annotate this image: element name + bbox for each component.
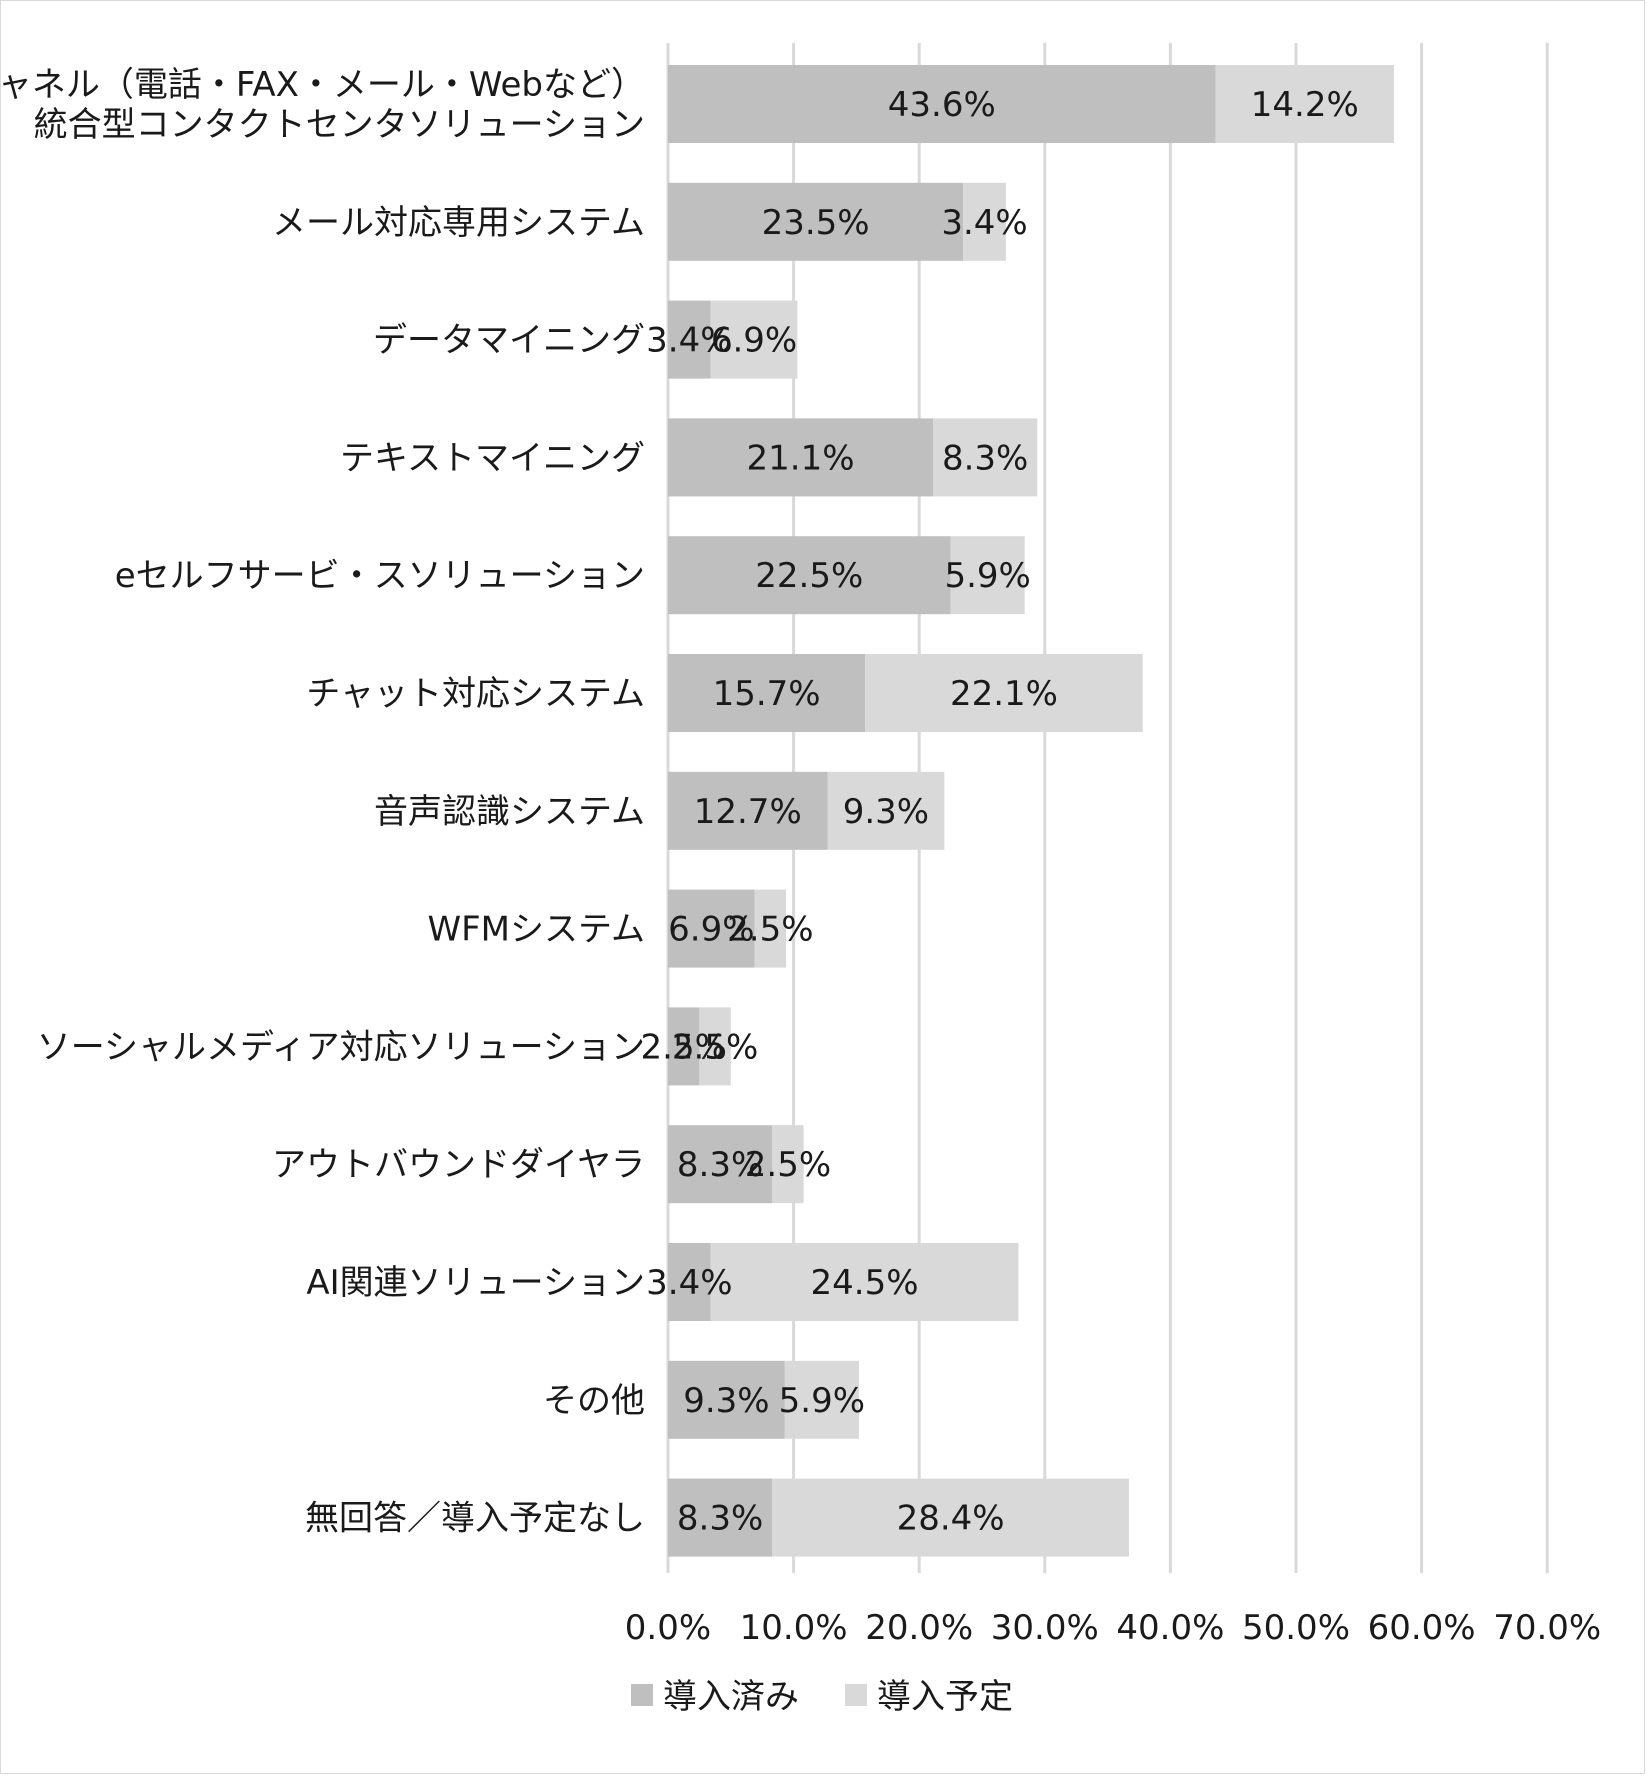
data-labels: 43.6% 14.2%23.5% 3.4%3.4%6.9%21.1% 8.3%22.5… (641, 85, 1359, 1539)
data-label-planned-10: 24.5% (811, 1263, 919, 1303)
category-label-10: AI関連ソリューション (306, 1263, 645, 1303)
category-label-1: メール対応専用システム (272, 203, 645, 243)
bar-planned-10 (710, 1243, 1019, 1321)
data-label-planned-6: 9.3% (843, 792, 929, 832)
x-tick-label-7: 70.0% (1493, 1608, 1601, 1648)
data-label-installed-11: 9.3% (683, 1381, 769, 1421)
category-label-0-line-0: チャネル（電話・FAX・メール・Webなど） (1, 65, 645, 105)
bar-installed-11 (668, 1360, 785, 1439)
category-label-9: アウトバウンドダイヤラ (272, 1145, 645, 1185)
data-label-planned-11: 5.9% (779, 1381, 865, 1421)
data-label-planned-7: 2.5% (727, 910, 813, 950)
category-label-11: その他 (543, 1381, 645, 1421)
x-tick-label-3: 30.0% (991, 1608, 1099, 1648)
x-tick-label-0: 0.0% (625, 1608, 711, 1648)
bar-planned-3 (933, 418, 1038, 497)
bar-installed-3 (668, 418, 934, 497)
legend-label-installed: 導入済み (663, 1677, 799, 1717)
x-axis-tick-labels: 0.0% 10.0% 20.0% 30.0% 40.0% 50.0% 60.0% 70.0% (625, 1608, 1601, 1648)
bar-installed-6 (668, 771, 828, 850)
data-label-planned-8: 2.5% (672, 1027, 758, 1067)
data-label-installed-0: 43.6% (888, 85, 996, 125)
data-label-installed-12: 8.3% (677, 1499, 763, 1539)
data-label-installed-4: 22.5% (755, 556, 863, 596)
x-tick-label-2: 20.0% (865, 1608, 973, 1648)
legend-swatch-planned (845, 1684, 867, 1706)
category-label-6: 音声認識システム (374, 792, 645, 832)
category-label-12: 無回答／導入予定なし (305, 1499, 645, 1539)
bar-planned-5 (865, 654, 1143, 732)
x-tick-label-5: 50.0% (1242, 1608, 1350, 1648)
bar-planned-7 (754, 889, 787, 968)
bar-planned-6 (827, 771, 945, 850)
data-label-planned-5: 22.1% (950, 674, 1058, 714)
category-label-2: データマイニング (373, 321, 645, 361)
x-tick-label-1: 10.0% (740, 1608, 848, 1648)
x-tick-label-4: 40.0% (1116, 1608, 1224, 1648)
data-label-installed-3: 21.1% (747, 438, 855, 478)
data-label-installed-8: 2.5% (641, 1027, 727, 1067)
legend: 導入済み 導入予定 (631, 1677, 1013, 1717)
bar-planned-11 (784, 1360, 859, 1439)
category-label-8: ソーシャルメディア対応ソリューション (37, 1027, 645, 1067)
bar-planned-1 (963, 182, 1006, 261)
bar-installed-0 (668, 65, 1216, 143)
bar-planned-4 (950, 536, 1025, 615)
category-labels: チャネル（電話・FAX・メール・Webなど）統合型コンタクトセンタソリューション… (1, 65, 645, 1539)
legend-swatch-installed (631, 1684, 653, 1706)
data-label-installed-10: 3.4% (646, 1263, 732, 1303)
bar-installed-4 (668, 536, 951, 615)
data-label-planned-1: 3.4% (941, 203, 1027, 243)
data-label-installed-7: 6.9% (668, 910, 754, 950)
bar-planned-8 (699, 1007, 731, 1086)
bar-installed-5 (668, 654, 866, 732)
data-label-installed-1: 23.5% (762, 203, 870, 243)
bar-installed-10 (668, 1243, 711, 1321)
data-label-planned-12: 28.4% (897, 1499, 1005, 1539)
bar-planned-9 (772, 1125, 804, 1204)
data-label-planned-0: 14.2% (1251, 85, 1359, 125)
category-label-5: チャット対応システム (306, 674, 645, 714)
bar-installed-8 (668, 1007, 700, 1086)
bar-installed-2 (668, 300, 711, 379)
bar-installed-9 (668, 1125, 773, 1204)
data-label-installed-2: 3.4% (646, 321, 732, 361)
data-label-installed-5: 15.7% (713, 674, 821, 714)
bar-planned-0 (1215, 65, 1394, 143)
data-label-installed-9: 8.3% (677, 1145, 763, 1185)
category-label-7: WFMシステム (428, 910, 646, 950)
data-label-planned-3: 8.3% (942, 438, 1028, 478)
category-label-3: テキストマイニング (340, 438, 645, 478)
bar-planned-12 (772, 1478, 1129, 1557)
data-label-planned-2: 6.9% (711, 321, 797, 361)
bar-installed-1 (668, 182, 964, 261)
legend-label-planned: 導入予定 (877, 1677, 1013, 1717)
bars (668, 65, 1394, 1557)
data-label-planned-4: 5.9% (944, 556, 1030, 596)
data-label-planned-9: 2.5% (745, 1145, 831, 1185)
category-label-4: eセルフサービ・スソリューション (115, 556, 645, 596)
bar-planned-2 (710, 300, 798, 379)
bar-installed-12 (668, 1478, 773, 1557)
category-label-0-line-1: 統合型コンタクトセンタソリューション (34, 105, 645, 145)
bar-installed-7 (668, 889, 755, 968)
data-label-installed-6: 12.7% (694, 792, 802, 832)
x-tick-label-6: 60.0% (1368, 1608, 1476, 1648)
